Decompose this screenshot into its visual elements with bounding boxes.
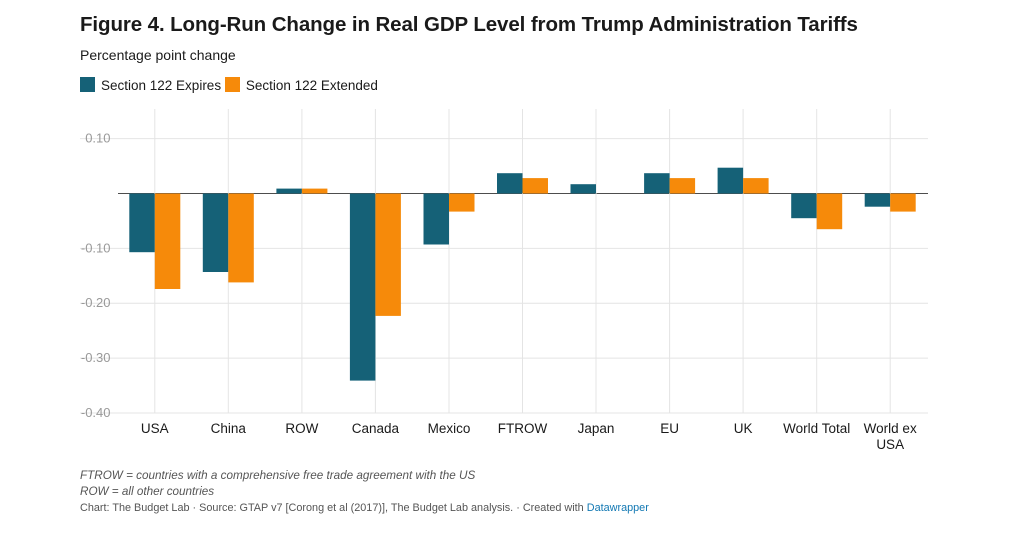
svg-text:FTROW: FTROW bbox=[498, 421, 548, 436]
svg-text:0.10: 0.10 bbox=[85, 131, 110, 146]
svg-text:-0.10: -0.10 bbox=[81, 240, 111, 255]
svg-text:Mexico: Mexico bbox=[428, 421, 471, 436]
svg-text:-0.20: -0.20 bbox=[81, 295, 111, 310]
svg-text:World Total: World Total bbox=[783, 421, 850, 436]
svg-text:World ex: World ex bbox=[864, 421, 917, 436]
svg-text:EU: EU bbox=[660, 421, 679, 436]
svg-text:ROW: ROW bbox=[285, 421, 318, 436]
svg-text:USA: USA bbox=[141, 421, 169, 436]
svg-text:-0.30: -0.30 bbox=[81, 350, 111, 365]
svg-text:China: China bbox=[211, 421, 247, 436]
svg-text:USA: USA bbox=[876, 437, 904, 452]
svg-text:UK: UK bbox=[734, 421, 753, 436]
svg-text:Canada: Canada bbox=[352, 421, 400, 436]
svg-text:-0.40: -0.40 bbox=[81, 405, 111, 420]
svg-text:Japan: Japan bbox=[578, 421, 615, 436]
